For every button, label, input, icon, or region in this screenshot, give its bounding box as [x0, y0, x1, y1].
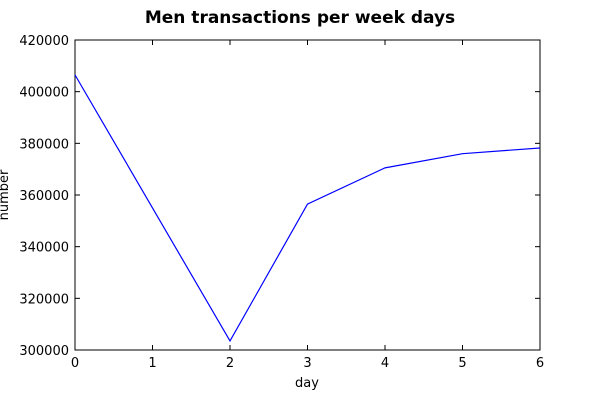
- y-axis: 300000 320000 340000 360000 380000 400000 4200…: [19, 34, 540, 359]
- x-axis: 0 1 2 3 4 5 6: [71, 40, 544, 371]
- x-tick-label: 3: [303, 356, 311, 371]
- x-tick-label: 1: [148, 356, 156, 371]
- x-tick-label: 0: [71, 356, 79, 371]
- chart-title: Men transactions per week days: [145, 8, 455, 28]
- y-tick-label: 420000: [19, 34, 69, 49]
- y-tick-label: 340000: [19, 241, 69, 256]
- y-axis-label: number: [0, 169, 12, 220]
- x-tick-label: 5: [458, 356, 466, 371]
- y-tick-label: 300000: [19, 344, 69, 359]
- y-tick-label: 360000: [19, 189, 69, 204]
- y-tick-label: 320000: [19, 292, 69, 307]
- x-axis-label: day: [295, 376, 319, 391]
- x-tick-label: 2: [226, 356, 234, 371]
- series-layer: [74, 74, 541, 343]
- y-tick-label: 380000: [19, 137, 69, 152]
- series-line: [74, 74, 541, 343]
- x-tick-label: 6: [536, 356, 544, 371]
- y-tick-label: 400000: [19, 86, 69, 101]
- x-tick-label: 4: [381, 356, 389, 371]
